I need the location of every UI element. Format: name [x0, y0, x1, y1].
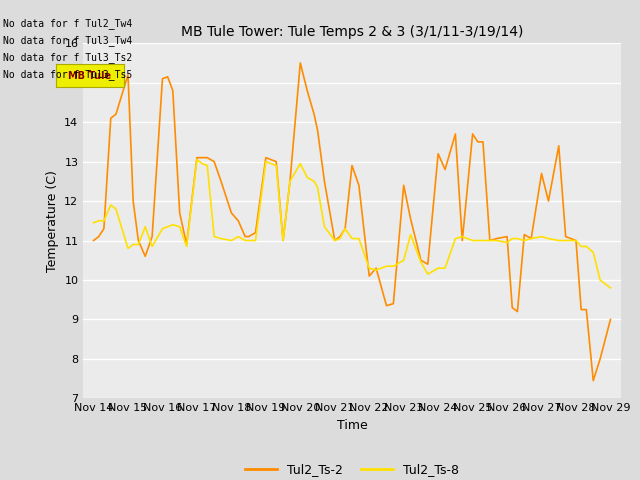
Legend: Tul2_Ts-2, Tul2_Ts-8: Tul2_Ts-2, Tul2_Ts-8 — [241, 458, 463, 480]
Tul2_Ts-8 — [607, 285, 614, 291]
Tul2_Ts-8 — [90, 220, 97, 226]
Text: No data for f Tul3_Tw4: No data for f Tul3_Tw4 — [3, 35, 132, 46]
Tul2_Ts-2 — [372, 265, 380, 271]
Tul2_Ts-2 — [159, 76, 166, 82]
Tul2_Ts-2 — [441, 167, 449, 172]
Tul2_Ts-2 — [90, 238, 97, 243]
Text: No data for f Tul3_Ts2: No data for f Tul3_Ts2 — [3, 52, 132, 63]
Text: No data for f Tul3_Ts5: No data for f Tul3_Ts5 — [3, 69, 132, 80]
Tul2_Ts-2 — [572, 238, 580, 243]
Title: MB Tule Tower: Tule Temps 2 & 3 (3/1/11-3/19/14): MB Tule Tower: Tule Temps 2 & 3 (3/1/11-… — [181, 25, 523, 39]
Tul2_Ts-8 — [159, 226, 166, 231]
Tul2_Ts-2 — [252, 230, 259, 236]
Tul2_Ts-8 — [441, 265, 449, 271]
Y-axis label: Temperature (C): Temperature (C) — [45, 170, 59, 272]
Tul2_Ts-8 — [193, 157, 201, 163]
X-axis label: Time: Time — [337, 419, 367, 432]
Tul2_Ts-8 — [211, 234, 218, 240]
Text: No data for f Tul2_Tw4: No data for f Tul2_Tw4 — [3, 18, 132, 29]
Line: Tul2_Ts-8: Tul2_Ts-8 — [93, 160, 611, 288]
Tul2_Ts-8 — [372, 267, 380, 273]
Tul2_Ts-2 — [296, 60, 304, 66]
Tul2_Ts-8 — [417, 259, 425, 265]
Text: MB Tule: MB Tule — [68, 71, 111, 81]
Tul2_Ts-2 — [607, 317, 614, 323]
Tul2_Ts-2 — [589, 378, 597, 384]
Tul2_Ts-8 — [262, 159, 269, 165]
Tul2_Ts-2 — [417, 257, 425, 263]
Line: Tul2_Ts-2: Tul2_Ts-2 — [93, 63, 611, 381]
